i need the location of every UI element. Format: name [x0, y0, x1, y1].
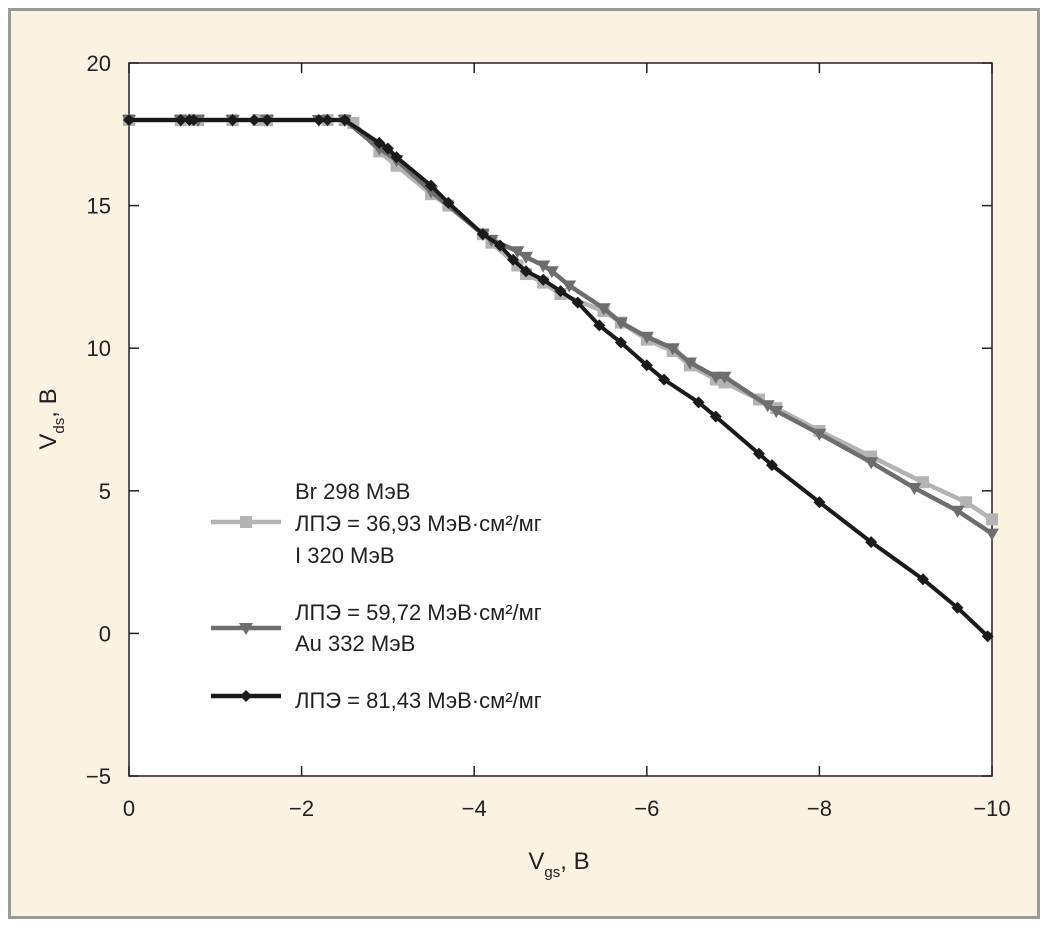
br-298-series-point: [986, 513, 998, 526]
vds-vgs-chart: 0 −2 −4 −6 −8 −10 −5 0 5 10 15 20 Br 298 МэВ ЛПЭ = 3…: [35, 51, 1011, 881]
legend-entry: I 320 МэВ: [295, 543, 395, 568]
i-320-series-point: [510, 246, 525, 259]
legend-entry: ЛПЭ = 36,93 МэВ·см²/мг: [295, 511, 542, 536]
au-332-series-point: [226, 114, 239, 127]
au-332-series-point: [261, 114, 274, 127]
i-320-series-point: [665, 343, 680, 356]
au-332-series-point: [338, 114, 351, 127]
i-320-series-point: [562, 280, 577, 293]
i-320-series-point: [518, 251, 533, 264]
au-332-series-point: [709, 410, 722, 423]
x-axis-label: Vgs, В: [528, 848, 589, 881]
i-320-series-point: [717, 371, 732, 384]
x-tick-label: −4: [462, 796, 487, 821]
au-332-series-point: [442, 196, 455, 209]
au-332-series-point: [765, 459, 778, 472]
y-tick-label: 5: [99, 479, 111, 504]
au-332-series-point: [537, 273, 550, 286]
i-320-series-point: [682, 357, 697, 370]
chart-frame: 0 −2 −4 −6 −8 −10 −5 0 5 10 15 20 Br 298 МэВ ЛПЭ = 3…: [8, 8, 1040, 919]
legend-entry: ЛПЭ = 81,43 МэВ·см²/мг: [295, 688, 542, 713]
au-332-series-point: [554, 285, 567, 298]
au-332-series-point: [752, 447, 765, 460]
x-tick-label: −2: [289, 796, 314, 821]
au-332-series-point: [390, 151, 403, 164]
i-320-series-point: [596, 303, 611, 316]
au-332-series-point: [916, 573, 929, 586]
au-332-series-point: [187, 114, 200, 127]
au-332-series-point: [174, 114, 187, 127]
plot-area: [128, 62, 993, 777]
au-332-series-point: [476, 228, 489, 241]
x-tick-label: 0: [123, 796, 135, 821]
i-320-series-point: [985, 528, 999, 541]
au-332-series-point: [593, 319, 606, 332]
legend-br-swatch-marker: [240, 516, 252, 528]
au-332-series-point: [658, 373, 671, 386]
legend-i-swatch-marker: [239, 623, 253, 635]
i-320-series-point: [760, 400, 775, 413]
i-320-series-point: [864, 457, 879, 470]
au-332-series-point: [373, 136, 386, 149]
i-320-series-point: [536, 260, 551, 273]
au-332-series-point: [614, 336, 627, 349]
i-320-series-point: [613, 317, 628, 330]
legend-au-swatch-marker: [240, 690, 252, 702]
au-332-series: [123, 114, 994, 643]
au-332-series-point: [494, 239, 507, 252]
y-tick-label: 10: [87, 336, 111, 361]
y-tick-label: 20: [87, 51, 111, 76]
au-332-series-point: [865, 536, 878, 549]
i-320-series-point: [950, 505, 965, 518]
au-332-series-point: [321, 114, 334, 127]
au-332-series-point: [248, 114, 261, 127]
au-332-series-point: [519, 265, 532, 278]
y-tick-label: −5: [86, 764, 111, 789]
au-332-series-point: [312, 114, 325, 127]
au-332-series-point: [123, 114, 135, 127]
i-320-series-point: [544, 266, 559, 279]
y-tick-label: 0: [99, 621, 111, 646]
au-332-series-point: [381, 142, 394, 155]
i-320-series-point: [769, 405, 784, 418]
legend-entry: Au 332 МэВ: [295, 631, 415, 656]
br-298-series-point: [960, 496, 973, 509]
i-320-series-point: [812, 428, 827, 441]
y-axis-label: Vds, В: [35, 388, 68, 449]
au-332-series-point: [981, 630, 994, 643]
y-tick-label: 15: [87, 194, 111, 219]
au-332-series-point: [813, 496, 826, 509]
x-tick-label: −6: [634, 796, 659, 821]
au-332-series-point: [425, 179, 438, 192]
x-tick-label: −8: [807, 796, 832, 821]
i-320-series-point: [907, 482, 922, 495]
x-tick-label: −10: [973, 796, 1010, 821]
legend-entry: Br 298 МэВ: [295, 479, 410, 504]
au-332-series-point: [640, 359, 653, 372]
legend-entry: ЛПЭ = 59,72 МэВ·см²/мг: [295, 600, 542, 625]
i-320-series-point: [639, 331, 654, 344]
au-332-series-point: [571, 296, 584, 309]
au-332-series-point: [507, 253, 520, 266]
au-332-series-point: [951, 601, 964, 614]
au-332-series-point: [692, 396, 705, 409]
